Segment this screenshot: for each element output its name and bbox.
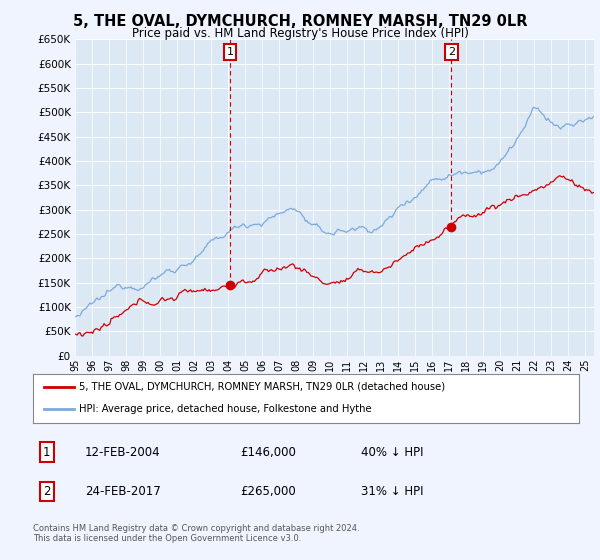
Text: 1: 1 <box>43 446 50 459</box>
Text: 5, THE OVAL, DYMCHURCH, ROMNEY MARSH, TN29 0LR: 5, THE OVAL, DYMCHURCH, ROMNEY MARSH, TN… <box>73 14 527 29</box>
Text: 12-FEB-2004: 12-FEB-2004 <box>85 446 160 459</box>
Text: HPI: Average price, detached house, Folkestone and Hythe: HPI: Average price, detached house, Folk… <box>79 404 372 414</box>
Text: 31% ↓ HPI: 31% ↓ HPI <box>361 485 423 498</box>
Text: 24-FEB-2017: 24-FEB-2017 <box>85 485 161 498</box>
Text: 1: 1 <box>227 47 233 57</box>
Text: Price paid vs. HM Land Registry's House Price Index (HPI): Price paid vs. HM Land Registry's House … <box>131 27 469 40</box>
Text: £265,000: £265,000 <box>241 485 296 498</box>
Text: 5, THE OVAL, DYMCHURCH, ROMNEY MARSH, TN29 0LR (detached house): 5, THE OVAL, DYMCHURCH, ROMNEY MARSH, TN… <box>79 382 446 392</box>
Text: 2: 2 <box>43 485 50 498</box>
Text: Contains HM Land Registry data © Crown copyright and database right 2024.
This d: Contains HM Land Registry data © Crown c… <box>33 524 359 543</box>
Text: 40% ↓ HPI: 40% ↓ HPI <box>361 446 423 459</box>
Text: £146,000: £146,000 <box>241 446 296 459</box>
Text: 2: 2 <box>448 47 455 57</box>
